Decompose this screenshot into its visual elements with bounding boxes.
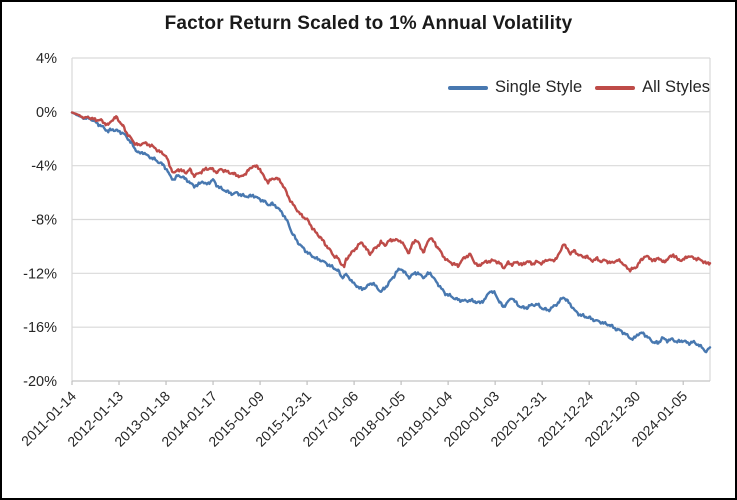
chart-legend: Single Style All Styles	[448, 78, 710, 97]
y-tick-label: -4%	[31, 159, 57, 175]
all-styles-line-swatch	[595, 85, 636, 90]
legend-entry-all-styles: All Styles	[595, 78, 710, 97]
y-tick-label: 0%	[36, 105, 57, 121]
y-tick-label: -16%	[23, 320, 57, 336]
series-line-all-styles	[70, 111, 712, 273]
legend-label-single-style: Single Style	[495, 78, 583, 96]
single-style-line-swatch	[448, 85, 488, 90]
y-tick-label: -12%	[23, 266, 57, 282]
legend-label-all-styles: All Styles	[642, 78, 710, 96]
series-line-single-style	[70, 111, 712, 354]
y-tick-label: -20%	[23, 374, 57, 390]
chart-title: Factor Return Scaled to 1% Annual Volati…	[164, 13, 573, 34]
y-tick-label: -8%	[31, 213, 57, 229]
y-tick-label: 4%	[36, 51, 57, 67]
legend-entry-single-style: Single Style	[448, 78, 582, 97]
